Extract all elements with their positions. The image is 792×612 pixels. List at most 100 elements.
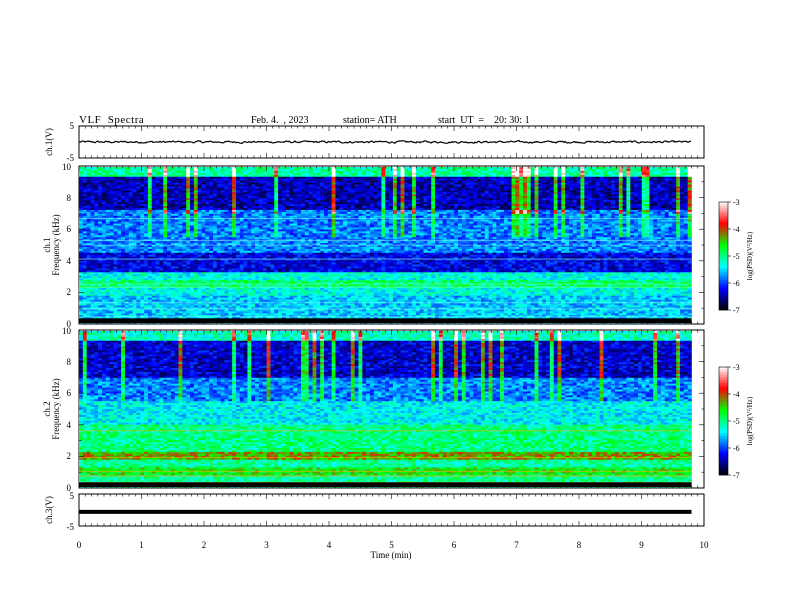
spectrogram-cell xyxy=(389,200,393,202)
spectrogram-cell xyxy=(171,216,175,218)
spectrogram-cell xyxy=(190,183,194,185)
spectrogram-cell xyxy=(286,208,290,210)
spectrogram-cell xyxy=(427,200,431,202)
spectrogram-cell xyxy=(370,179,374,181)
spectrogram-cell xyxy=(527,173,531,175)
spectrogram-cell xyxy=(439,204,443,206)
spectrogram-cell xyxy=(500,187,504,189)
spectrogram-cell xyxy=(626,190,630,192)
spectrogram-cell xyxy=(546,190,550,192)
spectrogram-cell xyxy=(167,188,171,190)
spectrogram-cell xyxy=(389,185,393,187)
spectrogram-cell xyxy=(83,175,87,177)
spectrogram-cell xyxy=(584,171,588,173)
spectrogram-cell xyxy=(213,171,217,173)
spectrogram-cell xyxy=(370,210,374,212)
spectrogram-cell xyxy=(190,198,194,200)
spectrogram-cell xyxy=(152,202,156,204)
spectrogram-cell xyxy=(228,208,232,210)
spectrogram-cell xyxy=(512,198,516,200)
spectrogram-cell xyxy=(309,212,313,214)
spectrogram-cell xyxy=(267,216,271,218)
spectrogram-cell xyxy=(286,179,290,181)
spectrogram-cell xyxy=(450,194,454,196)
spectrogram-cell xyxy=(638,175,642,177)
spectrogram-cell xyxy=(278,169,282,171)
spectrogram-cell xyxy=(584,204,588,206)
spectrogram-cell xyxy=(381,204,385,206)
spectrogram-cell xyxy=(347,185,351,187)
spectrogram-cell xyxy=(221,188,225,190)
spectrogram-cell xyxy=(420,220,424,222)
spectrogram-cell xyxy=(362,173,366,175)
spectrogram-cell xyxy=(117,198,121,200)
spectrogram-cell xyxy=(175,210,179,212)
spectrogram-cell xyxy=(538,181,542,183)
spectrogram-cell xyxy=(427,188,431,190)
spectrogram-cell xyxy=(305,206,309,208)
spectrogram-cell xyxy=(381,220,385,222)
spectrogram-cell xyxy=(630,185,634,187)
spectrogram-cell xyxy=(320,169,324,171)
spectrogram-cell xyxy=(339,224,343,226)
spectrogram-cell xyxy=(148,206,152,208)
spectrogram-cell xyxy=(439,183,443,185)
spectrogram-cell xyxy=(669,210,673,212)
spectrogram-cell xyxy=(305,210,309,212)
spectrogram-cell xyxy=(297,216,301,218)
spectrogram-cell xyxy=(554,212,558,214)
spectrogram-cell xyxy=(688,224,692,226)
spectrogram-cell xyxy=(152,212,156,214)
spectrogram-cell xyxy=(473,187,477,189)
spectrogram-cell xyxy=(313,202,317,204)
spectrogram-cell xyxy=(496,202,500,204)
spectrogram-cell xyxy=(504,177,508,179)
spectrogram-cell xyxy=(477,224,481,226)
spectrogram-cell xyxy=(339,226,343,228)
spectrogram-cell xyxy=(515,183,519,185)
spectrogram-cell xyxy=(596,206,600,208)
spectrogram-cell xyxy=(87,187,91,189)
spectrogram-cell xyxy=(416,196,420,198)
spectrogram-cell xyxy=(332,175,336,177)
spectrogram-cell xyxy=(389,222,393,224)
spectrogram-cell xyxy=(167,212,171,214)
spectrogram-cell xyxy=(481,202,485,204)
spectrogram-cell xyxy=(603,204,607,206)
spectrogram-cell xyxy=(669,192,673,194)
spectrogram-cell xyxy=(133,202,137,204)
spectrogram-cell xyxy=(431,192,435,194)
spectrogram-cell xyxy=(466,202,470,204)
spectrogram-cell xyxy=(611,188,615,190)
spectrogram-cell xyxy=(458,210,462,212)
spectrogram-cell xyxy=(293,188,297,190)
spectrogram-cell xyxy=(186,194,190,196)
spectrogram-cell xyxy=(458,224,462,226)
spectrogram-cell xyxy=(125,167,129,169)
spectrogram-cell xyxy=(538,206,542,208)
spectrogram-cell xyxy=(255,210,259,212)
spectrogram-cell xyxy=(347,224,351,226)
spectrogram-cell xyxy=(186,177,190,179)
spectrogram-cell xyxy=(661,226,665,228)
spectrogram-cell xyxy=(94,185,98,187)
spectrogram-cell xyxy=(370,202,374,204)
spectrogram-cell xyxy=(328,192,332,194)
spectrogram-cell xyxy=(600,226,604,228)
spectrogram-cell xyxy=(435,194,439,196)
spectrogram-cell xyxy=(293,192,297,194)
spectrogram-cell xyxy=(431,190,435,192)
spectrogram-cell xyxy=(113,208,117,210)
spectrogram-cell xyxy=(228,222,232,224)
spectrogram-cell xyxy=(213,214,217,216)
spectrogram-cell xyxy=(412,208,416,210)
spectrogram-cell xyxy=(102,224,106,226)
spectrogram-cell xyxy=(454,226,458,228)
spectrogram-cell xyxy=(98,173,102,175)
spectrogram-cell xyxy=(290,204,294,206)
spectrogram-cell xyxy=(297,212,301,214)
spectrogram-cell xyxy=(554,190,558,192)
spectrogram-cell xyxy=(263,173,267,175)
spectrogram-cell xyxy=(580,202,584,204)
spectrogram-cell xyxy=(351,192,355,194)
